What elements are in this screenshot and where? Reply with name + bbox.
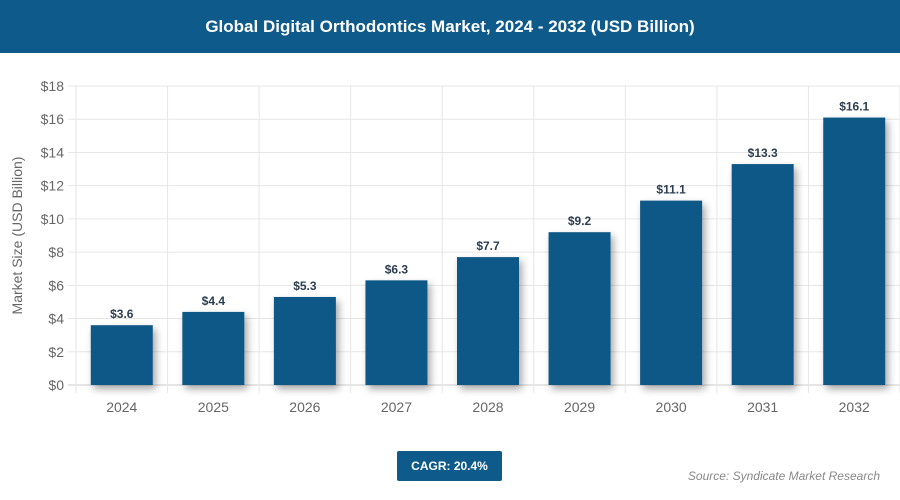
x-tick-label: 2030 [656,399,687,415]
data-label: $6.3 [385,262,409,276]
y-tick-label: $0 [48,377,64,393]
x-tick-label: 2032 [839,399,870,415]
x-tick-label: 2026 [289,399,320,415]
y-tick-label: $16 [41,111,65,127]
y-tick-label: $6 [48,277,64,293]
bar-2028 [457,257,519,385]
data-label: $4.4 [202,294,226,308]
y-tick-label: $18 [41,78,65,94]
bar-2031 [731,164,794,385]
bar-2026 [273,296,336,385]
y-tick-label: $4 [48,311,64,327]
y-tick-label: $14 [41,144,65,160]
x-tick-label: 2027 [381,399,412,415]
y-axis-title: Market Size (USD Billion) [9,157,25,315]
bar-2027 [365,280,428,385]
y-tick-label: $10 [41,211,65,227]
data-label: $9.2 [568,214,592,228]
cagr-badge: CAGR: 20.4% [397,451,502,481]
data-label: $7.7 [476,239,500,253]
bar-2032 [823,117,886,386]
data-label: $11.1 [656,183,686,197]
bar-2030 [640,200,703,385]
x-tick-label: 2024 [106,399,137,415]
x-tick-label: 2031 [747,399,778,415]
bar-2029 [548,232,611,385]
chart-title: Global Digital Orthodontics Market, 2024… [0,0,900,53]
y-tick-label: $2 [48,344,64,360]
data-label: $13.3 [748,146,778,160]
x-tick-label: 2028 [472,399,503,415]
bar-2024 [90,325,153,385]
x-tick-label: 2025 [198,399,229,415]
x-tick-label: 2029 [564,399,595,415]
bar-2025 [182,311,245,385]
data-label: $3.6 [110,307,134,321]
data-label: $5.3 [293,279,317,293]
y-tick-label: $8 [48,244,64,260]
data-label: $16.1 [839,100,869,114]
source-note: Source: Syndicate Market Research [687,469,880,483]
y-tick-label: $12 [41,178,65,194]
